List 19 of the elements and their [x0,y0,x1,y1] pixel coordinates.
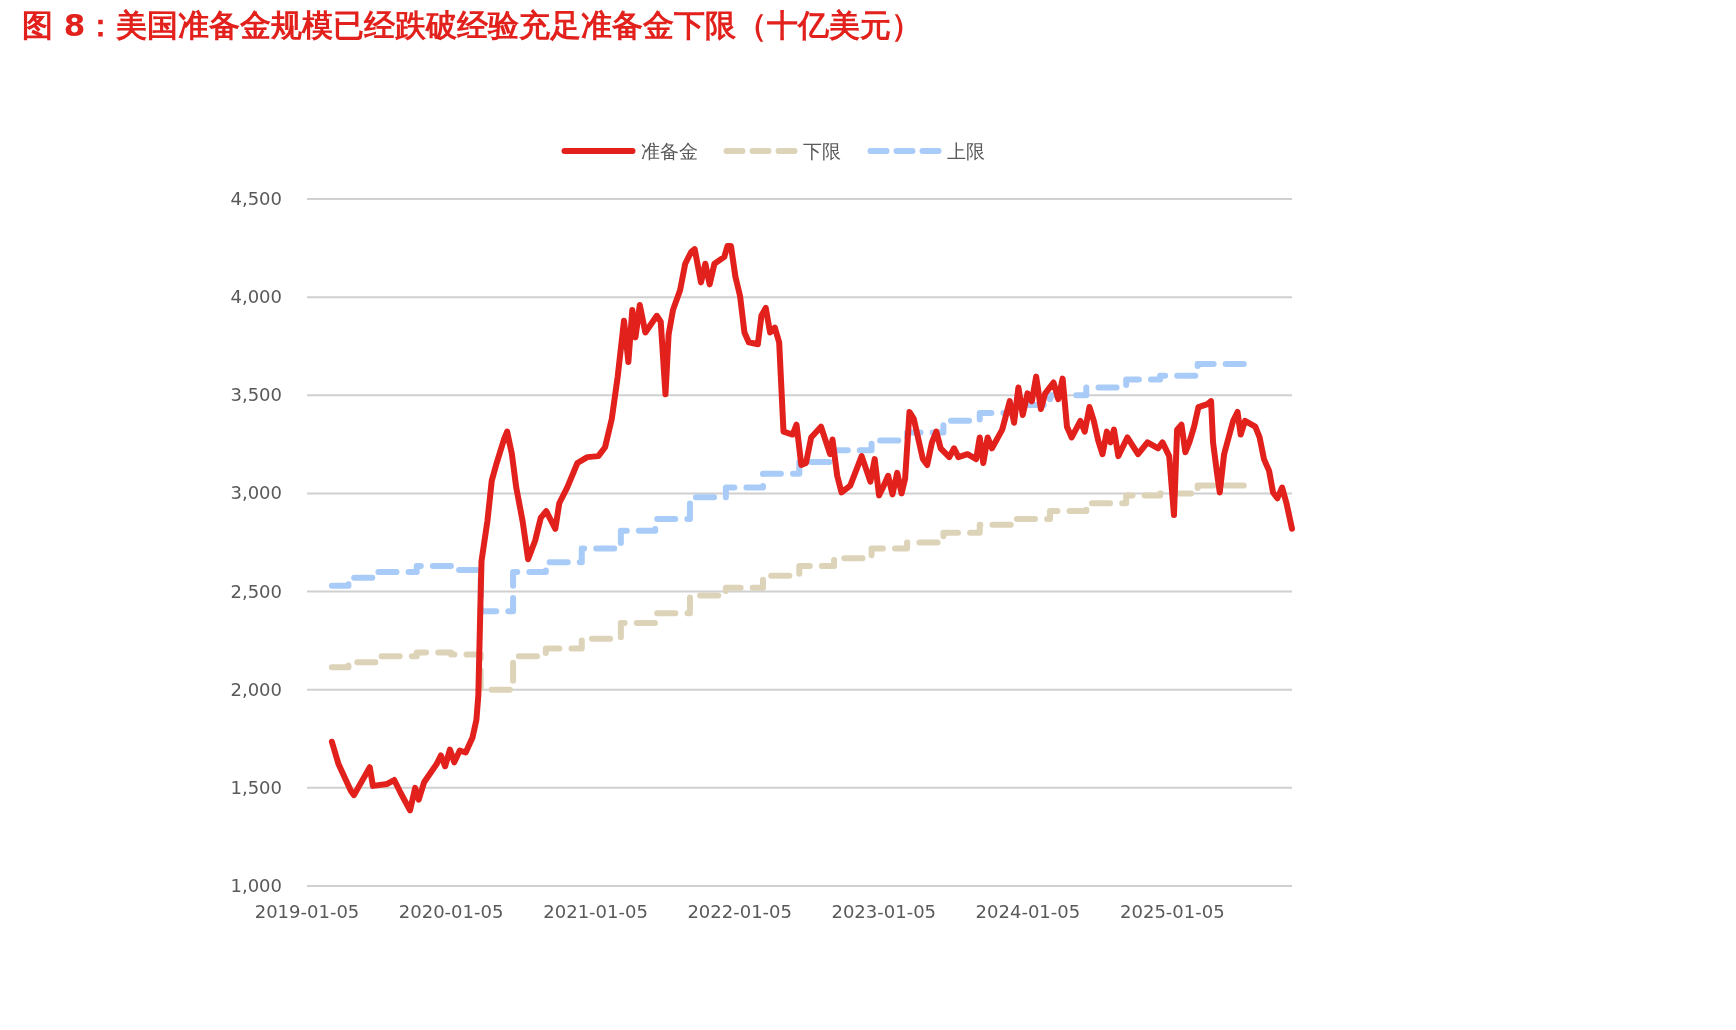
y-tick-label: 1,500 [230,776,282,798]
y-tick-label: 2,000 [230,678,282,700]
legend-label: 上限 [946,140,985,162]
legend-label: 下限 [802,140,841,162]
y-tick-label: 2,500 [230,580,282,602]
y-tick-label: 4,000 [230,286,282,308]
x-tick-label: 2023-01-05 [831,901,937,922]
x-tick-label: 2024-01-05 [975,901,1081,922]
y-tick-label: 4,500 [230,188,282,209]
x-tick-label: 2019-01-05 [254,901,360,922]
x-tick-label: 2021-01-05 [543,901,648,922]
y-tick-label: 3,500 [230,384,282,406]
x-tick-label: 2022-01-05 [687,901,792,922]
chart-title: 图 8：美国准备金规模已经跌破经验充足准备金下限（十亿美元） [22,7,923,43]
x-tick-label: 2020-01-05 [398,901,504,922]
y-tick-label: 3,000 [230,482,282,504]
y-tick-label: 1,000 [230,875,282,896]
legend-label: 准备金 [640,140,698,162]
x-tick-label: 2025-01-05 [1120,901,1225,922]
